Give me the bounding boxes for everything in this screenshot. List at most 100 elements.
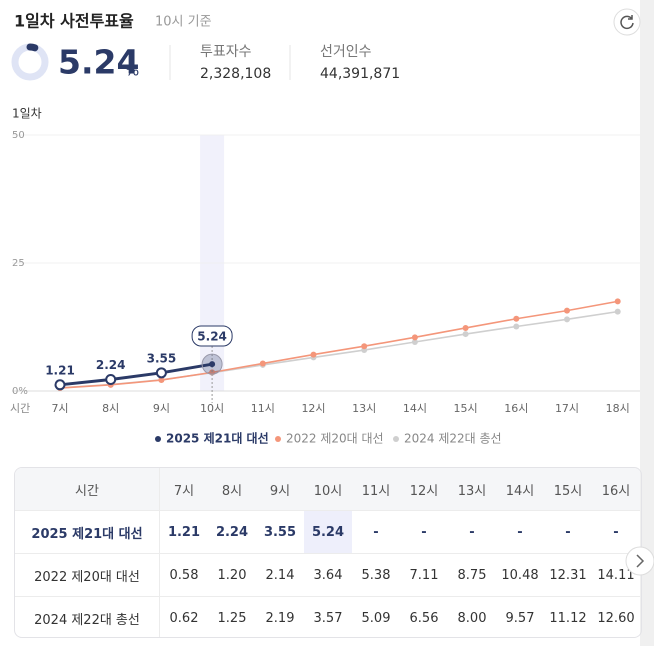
table-cell: 2025 제21대 대선 — [15, 510, 160, 554]
subtitle: 10시 기준 — [155, 15, 212, 30]
table-cell: 10.48 — [496, 553, 544, 597]
stat-label: 투표자수 — [200, 44, 252, 60]
table-cell: 9.57 — [496, 596, 544, 637]
scroll-strip — [640, 0, 654, 646]
point — [54, 379, 66, 391]
table-cell: 14.11 — [592, 553, 640, 597]
legend-dot — [393, 436, 399, 442]
data-label: 3.55 — [147, 351, 177, 365]
x-tick-label: 9시 — [153, 402, 170, 415]
series-line — [59, 300, 618, 389]
x-axis-label: 시간 — [10, 402, 30, 415]
legend-dot — [155, 436, 161, 442]
point — [564, 316, 570, 323]
point — [411, 339, 418, 346]
table-cell: - — [544, 510, 592, 554]
refresh-icon — [620, 15, 634, 30]
header-cell: 7시 — [159, 468, 208, 511]
x-tick-label: 10시 — [200, 402, 224, 415]
x-tick-label: 14시 — [403, 402, 427, 415]
x-tick-label: 11시 — [251, 402, 275, 415]
table-cell: 1.25 — [208, 596, 256, 637]
header-cell: 14시 — [496, 468, 544, 511]
table-row: 2024 제22대 총선 0.62 1.25 2.19 3.57 5.09 6.56 8.00… — [15, 596, 640, 637]
table-row: 2022 제20대 대선 0.58 1.20 2.14 3.64 5.38 7.11 8.75… — [15, 553, 640, 597]
header-cell: 시간 — [15, 468, 160, 511]
header-cell: 11시 — [352, 468, 400, 511]
point — [614, 308, 621, 315]
header-cell: 13시 — [448, 468, 496, 511]
table-cell: 2.24 — [208, 510, 256, 554]
chart-title: 1일차 — [12, 107, 42, 121]
series-line — [59, 362, 213, 387]
table-cell: 7.11 — [400, 553, 448, 597]
table-cell: 2024 제22대 총선 — [15, 596, 160, 637]
x-tick-label: 7시 — [51, 402, 68, 415]
rate: 5.24 — [58, 43, 139, 82]
point — [564, 307, 570, 314]
point — [462, 324, 469, 331]
donut-track — [11, 43, 49, 81]
table-grid: 시간 7시 8시 9시 10시 11시 12시 13시 14시 15시 16시 2025 제21대 대… — [15, 468, 640, 637]
x-tick-label: 18시 — [606, 402, 630, 415]
table-row: 2025 제21대 대선 1.21 2.24 3.55 5.24- - - - - - — [15, 510, 640, 554]
x-tick-label: 8시 — [102, 402, 119, 415]
table-cell: 1.20 — [208, 553, 256, 597]
table-cell: 3.64 — [304, 553, 352, 597]
table-cell: 5.24 — [304, 510, 352, 554]
data-label: 2.24 — [96, 358, 126, 372]
table-cell: - — [496, 510, 544, 554]
table-cell: 5.38 — [352, 553, 400, 597]
point — [513, 323, 520, 330]
table-cell: 1.21 — [159, 510, 208, 554]
table-cell: - — [448, 510, 496, 554]
table-cell: 5.09 — [352, 596, 400, 637]
table-header-row: 시간 7시 8시 9시 10시 11시 12시 13시 14시 15시 16시 — [15, 468, 640, 511]
refresh-button[interactable] — [613, 8, 641, 36]
rate-unit: % — [125, 62, 139, 80]
point — [361, 343, 368, 350]
header-cell: 9시 — [256, 468, 304, 511]
legend-label: 2025 제21대 대선 — [166, 431, 269, 446]
table-cell: 3.57 — [304, 596, 352, 637]
point — [614, 298, 621, 305]
table-cell: 2.19 — [256, 596, 304, 637]
y-tick-label: 50 — [12, 130, 25, 141]
x-tick-label: 15시 — [454, 402, 478, 415]
table-cell: 0.58 — [159, 553, 208, 597]
x-tick-label: 13시 — [352, 402, 376, 415]
table-cell: 0.62 — [159, 596, 208, 637]
table-cell: 8.75 — [448, 553, 496, 597]
point — [513, 315, 520, 322]
header-cell: 8시 — [208, 468, 256, 511]
callout-box — [191, 325, 233, 347]
legend-label: 2024 제22대 총선 — [404, 432, 502, 446]
table-cell: - — [400, 510, 448, 554]
x-tick-label: 16시 — [504, 402, 528, 415]
point — [158, 377, 165, 384]
header-cell: 12시 — [400, 468, 448, 511]
point — [209, 361, 216, 368]
y-tick-label: 0% — [12, 386, 28, 397]
table-cell: 12.31 — [544, 553, 592, 597]
table-cell: 6.56 — [400, 596, 448, 637]
header-cell: 16시 — [592, 468, 640, 511]
title: 1일차 사전투표율 — [14, 12, 134, 31]
header-cell: 15시 — [544, 468, 592, 511]
table-cell: 11.12 — [544, 596, 592, 637]
table-cell: 3.55 — [256, 510, 304, 554]
header-cell: 10시 — [304, 468, 352, 511]
legend-label: 2022 제20대 대선 — [286, 432, 384, 446]
table-cell: 8.00 — [448, 596, 496, 637]
table-cell: 2022 제20대 대선 — [15, 553, 160, 597]
table: 시간 7시 8시 9시 10시 11시 12시 13시 14시 15시 16시 2025 제21대 대… — [14, 467, 642, 638]
y-tick-label: 25 — [12, 258, 25, 269]
x-tick-label: 12시 — [301, 402, 325, 415]
point — [105, 374, 117, 386]
stat-label: 선거인수 — [320, 44, 372, 60]
legend-dot — [275, 436, 281, 442]
table-cell: 2.14 — [256, 553, 304, 597]
x-tick-label: 17시 — [555, 402, 579, 415]
